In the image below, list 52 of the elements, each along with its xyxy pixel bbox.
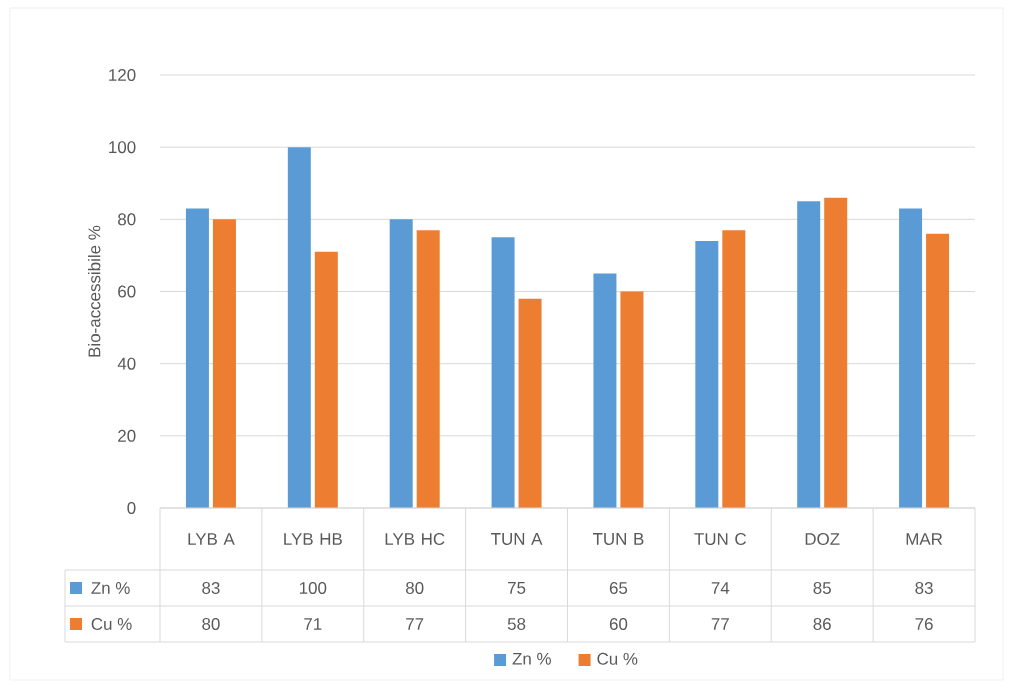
data-label: 71 <box>304 618 322 630</box>
bar <box>314 251 338 508</box>
data-label: 74 <box>711 582 730 594</box>
data-label: 100 <box>299 582 327 594</box>
data-label: 86 <box>813 618 831 630</box>
bar <box>212 219 236 508</box>
bar <box>797 201 821 508</box>
bar <box>593 273 617 508</box>
bar <box>287 147 311 508</box>
legend-label: Cu % <box>91 618 132 630</box>
x-tick-label: LYB HB <box>284 533 342 545</box>
data-label: 85 <box>813 582 831 594</box>
x-tick-label: TUN A <box>491 533 543 545</box>
y-tick-label: 0 <box>127 502 136 514</box>
data-label: 76 <box>915 618 933 630</box>
bar <box>416 230 440 508</box>
data-label: 77 <box>711 618 729 630</box>
x-tick-label: LYB A <box>188 533 235 545</box>
y-tick-label: 40 <box>117 357 136 370</box>
text: Cu % <box>597 652 638 665</box>
data-label: 83 <box>202 582 220 594</box>
bar <box>185 208 209 508</box>
y-tick-label: 20 <box>118 429 136 442</box>
data-label: 80 <box>406 582 424 594</box>
x-tick-label: TUN B <box>592 533 644 545</box>
bar <box>695 240 719 508</box>
legend-label: Zn % <box>91 582 130 594</box>
data-label: 75 <box>508 582 526 594</box>
y-tick-label: 60 <box>118 285 136 298</box>
bar <box>518 298 542 508</box>
bar <box>620 291 644 508</box>
y-tick-label: 120 <box>109 69 136 81</box>
data-label: 65 <box>609 582 628 594</box>
y-tick-label: 80 <box>118 213 136 226</box>
bar <box>389 219 413 508</box>
bar <box>491 237 515 508</box>
bar <box>926 233 950 508</box>
x-tick-label: LYB HC <box>385 533 445 545</box>
y-tick-label: 100 <box>109 141 136 154</box>
bar <box>722 230 746 508</box>
bar <box>899 208 923 508</box>
bar <box>824 197 848 508</box>
data-label: 58 <box>507 618 526 630</box>
x-tick-label: MAR <box>906 533 943 545</box>
data-label: 80 <box>202 618 220 630</box>
data-label: 77 <box>406 618 424 630</box>
x-tick-label: DOZ <box>805 533 840 545</box>
text: Zn % <box>512 652 551 665</box>
x-tick-label: TUN C <box>694 533 747 545</box>
y-axis-title: Bio-accessibile % <box>87 225 101 357</box>
data-label: 83 <box>915 582 933 594</box>
data-label: 60 <box>609 618 628 630</box>
